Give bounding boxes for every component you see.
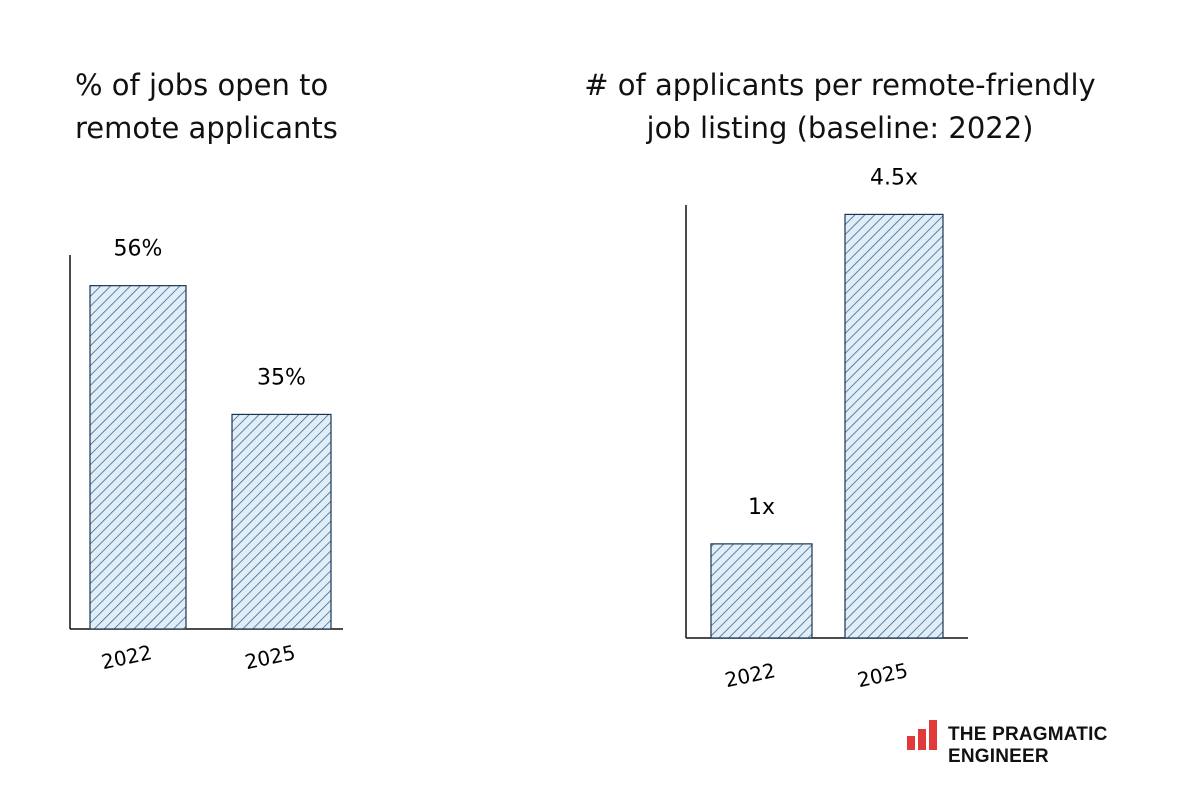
bar xyxy=(844,213,944,639)
x-tick-label: 2025 xyxy=(855,658,910,692)
bar xyxy=(231,413,332,630)
brand-logo xyxy=(907,720,937,750)
value-label: 4.5x xyxy=(870,165,918,190)
value-label: 56% xyxy=(114,237,163,262)
x-tick-label: 2022 xyxy=(99,640,154,674)
bar xyxy=(89,285,187,630)
x-tick-label: 2022 xyxy=(723,658,778,692)
value-label: 1x xyxy=(748,495,775,520)
chart-title: # of applicants per remote-friendly job … xyxy=(584,68,1096,145)
chart-title: % of jobs open to remote applicants xyxy=(75,68,338,145)
bar xyxy=(710,543,813,639)
value-label: 35% xyxy=(257,365,306,390)
x-tick-label: 2025 xyxy=(243,640,298,674)
brand: THE PRAGMATIC ENGINEER xyxy=(948,724,1108,767)
